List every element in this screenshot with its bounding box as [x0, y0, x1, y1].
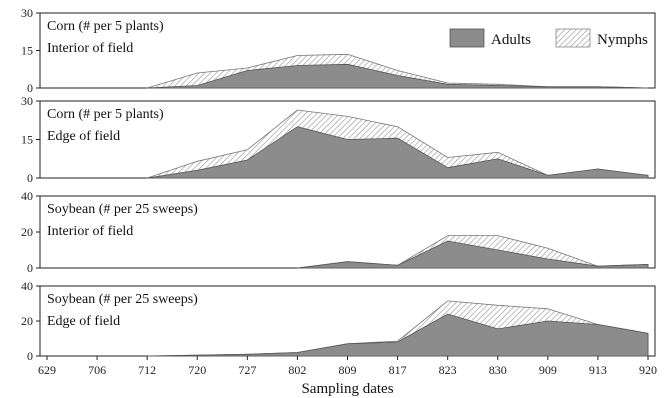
x-tick-label: 809 — [339, 363, 357, 377]
y-tick-label: 30 — [21, 94, 33, 108]
y-tick-label: 0 — [27, 349, 33, 363]
x-tick-label: 909 — [539, 363, 557, 377]
x-axis: 629 706 712 720 727 802 809 817 823 830 909 913 920 S… — [38, 356, 657, 397]
x-tick-label: 629 — [38, 363, 56, 377]
panel-annotation: Soybean (# per 25 sweeps) — [47, 202, 198, 217]
adults-area — [147, 313, 649, 357]
adults-area — [147, 63, 649, 89]
y-tick-label: 40 — [21, 279, 33, 293]
y-tick-label: 15 — [21, 44, 33, 58]
plot-layer: 0 15 30 Corn (# per 5 plants) Interior of fi… — [21, 6, 656, 363]
x-tick-label: 920 — [639, 363, 657, 377]
panel-annotation: Corn (# per 5 plants) — [47, 19, 164, 34]
x-tick-label: 817 — [389, 363, 407, 377]
panel-annotation: Edge of field — [47, 129, 120, 144]
panel-3: 0 20 40 Soybean (# per 25 sweeps) Interior o… — [21, 189, 656, 275]
legend: Adults Nymphs — [449, 28, 648, 48]
x-tick-label: 706 — [88, 363, 106, 377]
x-tick-label: 720 — [188, 363, 206, 377]
panel-4: 0 20 40 Soybean (# per 25 sweeps) Edge of fi… — [21, 279, 656, 363]
x-axis-title: Sampling dates — [301, 381, 393, 397]
panel-annotation: Interior of field — [47, 224, 133, 239]
x-tick-label: 727 — [238, 363, 256, 377]
adults-area — [147, 126, 649, 179]
panel-annotation: Soybean (# per 25 sweeps) — [47, 292, 198, 307]
panel-annotation: Interior of field — [47, 41, 133, 56]
x-tick-label: 913 — [589, 363, 607, 377]
panel-annotation: Edge of field — [47, 314, 120, 329]
y-tick-label: 30 — [21, 6, 33, 20]
panel-1: 0 15 30 Corn (# per 5 plants) Interior of fi… — [21, 6, 656, 95]
panel-annotation: Corn (# per 5 plants) — [47, 107, 164, 122]
x-tick-label: 802 — [288, 363, 306, 377]
legend-item-nymphs: Nymphs — [555, 28, 648, 48]
legend-swatch — [449, 28, 485, 48]
y-tick-label: 40 — [21, 189, 33, 203]
y-tick-label: 15 — [21, 133, 33, 147]
x-tick-label: 712 — [138, 363, 156, 377]
y-tick-label: 0 — [27, 81, 33, 95]
x-tick-label: 823 — [439, 363, 457, 377]
legend-swatch — [555, 28, 591, 48]
y-tick-label: 20 — [21, 314, 33, 328]
y-tick-label: 20 — [21, 225, 33, 239]
legend-item-adults: Adults — [449, 28, 531, 48]
legend-label: Nymphs — [597, 32, 648, 48]
legend-label: Adults — [491, 32, 531, 48]
x-tick-label: 830 — [489, 363, 507, 377]
y-tick-label: 0 — [27, 171, 33, 185]
adults-area — [297, 240, 649, 269]
y-tick-label: 0 — [27, 261, 33, 275]
panel-2: 0 15 30 Corn (# per 5 plants) Edge of field — [21, 94, 656, 185]
